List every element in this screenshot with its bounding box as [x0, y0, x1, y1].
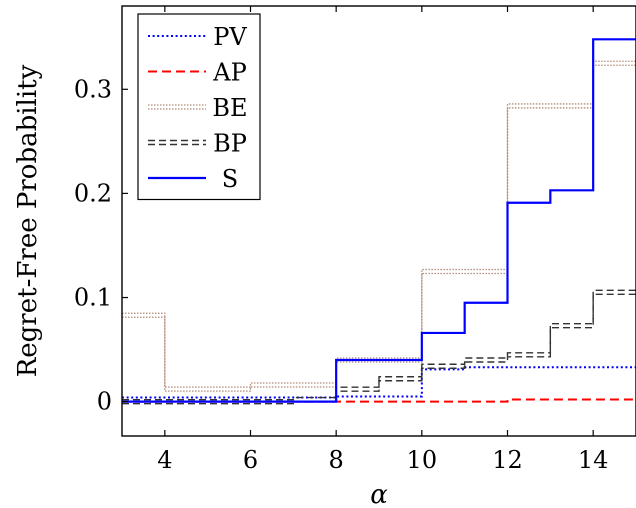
- y-tick-label: 0: [97, 388, 112, 416]
- series-be: [122, 60, 636, 392]
- legend-label: AP: [212, 59, 246, 87]
- series-line-s: [122, 38, 636, 403]
- series-s: [122, 38, 636, 403]
- legend: PV AP BE BP S: [137, 13, 261, 201]
- ticks-layer: 4 6 8 10 12 14 0 0.1 0.2 0.3: [74, 6, 609, 474]
- legend-label: BP: [213, 130, 247, 158]
- legend-label: BE: [212, 94, 247, 122]
- legend-item-s: S: [148, 165, 238, 193]
- legend-item-bp: BP: [148, 130, 247, 158]
- legend-item-pv: PV: [148, 23, 247, 51]
- legend-item-be: BE: [148, 94, 248, 122]
- legend-item-ap: AP: [148, 59, 247, 87]
- plot-frame: [121, 5, 636, 437]
- x-tick-label: 10: [407, 446, 438, 474]
- y-tick-label: 0.2: [74, 179, 112, 207]
- x-tick-label: 8: [329, 446, 344, 474]
- y-axis-label: Regret-Free Probability: [13, 64, 43, 377]
- x-tick-label: 6: [243, 446, 258, 474]
- x-tick-label: 12: [492, 446, 523, 474]
- series-line-be: [122, 60, 636, 388]
- legend-label: S: [222, 165, 238, 193]
- y-tick-label: 0.1: [74, 284, 112, 312]
- legend-label: PV: [213, 23, 247, 51]
- series-line-bp: [122, 289, 636, 401]
- legend-box: [137, 13, 261, 201]
- x-tick-label: 4: [157, 446, 172, 474]
- y-tick-label: 0.3: [74, 75, 112, 103]
- x-tick-label: 14: [578, 446, 609, 474]
- series-layer: [122, 38, 636, 405]
- series-line-be: [122, 64, 636, 392]
- x-axis-label: α: [370, 480, 388, 508]
